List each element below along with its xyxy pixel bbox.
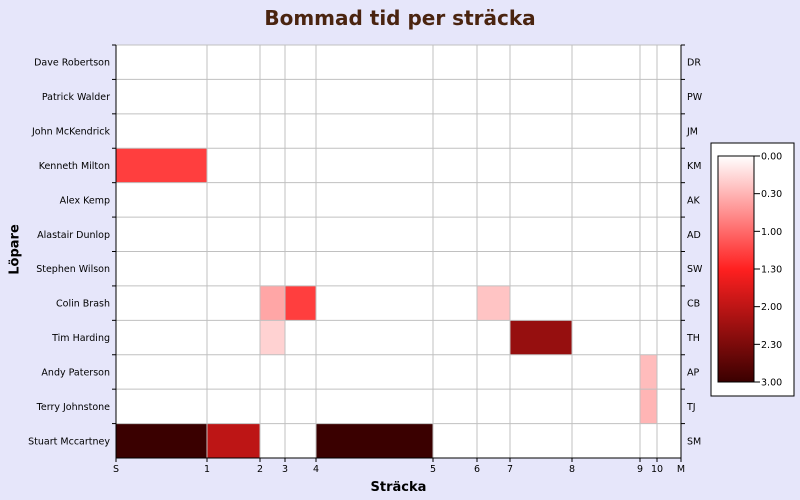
x-tick-label: 2 — [257, 464, 263, 475]
y-tick-label: Patrick Walder — [42, 92, 110, 103]
y-tick-label-right: PW — [687, 92, 703, 103]
y-tick-label: Stephen Wilson — [36, 264, 110, 275]
y-tick-label-right: JM — [686, 127, 698, 138]
y-tick-label-right: AD — [687, 230, 701, 241]
heat-cell — [316, 423, 433, 458]
y-tick-label-right: TJ — [686, 402, 696, 413]
colorbar-tick-label: 3.00 — [761, 378, 782, 389]
colorbar-tick-label: 0.30 — [761, 189, 782, 200]
colorbar-tick-label: 2.00 — [761, 302, 782, 313]
x-tick-label: 7 — [507, 464, 513, 475]
colorbar-tick-label: 0.00 — [761, 152, 782, 163]
y-tick-label: Andy Paterson — [41, 367, 110, 378]
x-tick-label: S — [113, 464, 119, 475]
heat-cell — [510, 320, 572, 355]
colorbar-gradient — [717, 155, 755, 383]
x-tick-label: 1 — [204, 464, 210, 475]
heat-cell — [260, 320, 285, 355]
colorbar-tick-label: 1.30 — [761, 265, 782, 276]
heat-cell — [285, 285, 316, 321]
x-tick-label: 10 — [651, 464, 663, 475]
y-tick-label-right: SM — [687, 436, 701, 447]
x-tick-label: 5 — [430, 464, 436, 475]
y-tick-label-right: TH — [686, 333, 700, 344]
x-tick-label: 4 — [313, 464, 319, 475]
heat-cell — [207, 423, 260, 458]
y-tick-label-right: DR — [687, 58, 701, 69]
x-tick-label: 9 — [637, 464, 643, 475]
y-tick-label: Dave Robertson — [34, 58, 110, 69]
y-tick-label-right: AK — [687, 195, 700, 206]
x-tick-label: 3 — [282, 464, 288, 475]
x-axis-label: Sträcka — [370, 480, 427, 495]
heat-cell — [116, 148, 207, 183]
y-tick-label-right: SW — [687, 264, 703, 275]
y-tick-label: Kenneth Milton — [39, 161, 110, 172]
heat-cell — [260, 285, 285, 321]
y-tick-label: Terry Johnstone — [36, 402, 110, 413]
colorbar-tick-label: 2.30 — [761, 340, 782, 351]
y-tick-label: Tim Harding — [51, 333, 110, 344]
y-tick-label: Stuart Mccartney — [28, 436, 110, 447]
heat-cell — [477, 285, 510, 321]
x-tick-label: 8 — [569, 464, 575, 475]
y-tick-label: John McKendrick — [31, 127, 111, 138]
y-tick-label: Alex Kemp — [60, 195, 110, 206]
colorbar-tick-label: 1.00 — [761, 227, 782, 238]
y-tick-label-right: CB — [687, 299, 700, 310]
chart-title: Bommad tid per sträcka — [264, 6, 536, 30]
heat-cell — [640, 354, 657, 390]
y-tick-label: Colin Brash — [56, 299, 110, 310]
heat-cell — [116, 423, 207, 458]
x-tick-label: M — [677, 464, 685, 475]
y-tick-label-right: AP — [687, 367, 699, 378]
y-tick-label-right: KM — [687, 161, 701, 172]
x-tick-label: 6 — [474, 464, 480, 475]
heat-cell — [640, 389, 657, 424]
y-tick-label: Alastair Dunlop — [37, 230, 110, 241]
